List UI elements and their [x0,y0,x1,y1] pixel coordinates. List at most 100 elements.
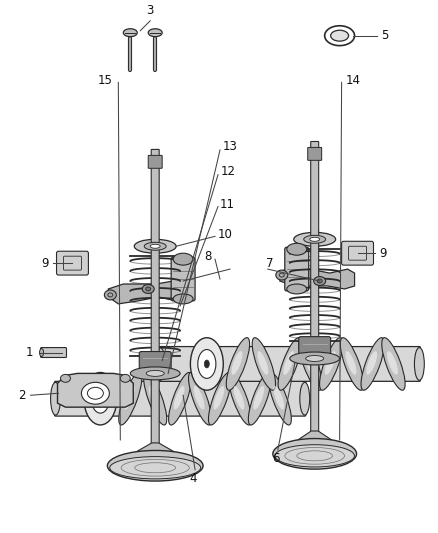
Ellipse shape [148,29,162,37]
Polygon shape [273,431,357,454]
Ellipse shape [340,338,364,390]
Ellipse shape [366,351,377,375]
FancyBboxPatch shape [151,149,159,466]
Ellipse shape [194,386,205,409]
Ellipse shape [205,360,209,368]
Ellipse shape [146,370,164,376]
Ellipse shape [107,450,203,481]
Ellipse shape [275,445,354,467]
Text: 11: 11 [220,198,235,211]
Text: 13: 13 [223,140,238,154]
FancyBboxPatch shape [311,141,319,454]
Text: 4: 4 [189,472,197,484]
Ellipse shape [134,239,176,253]
Text: 3: 3 [147,4,154,17]
Ellipse shape [278,338,301,390]
Ellipse shape [81,382,110,404]
FancyBboxPatch shape [308,148,321,160]
Ellipse shape [304,351,315,375]
Ellipse shape [155,348,165,381]
Ellipse shape [146,287,151,291]
Ellipse shape [191,338,223,390]
FancyBboxPatch shape [299,337,331,354]
Text: 5: 5 [381,29,389,42]
Text: 12: 12 [221,165,236,178]
Ellipse shape [273,386,284,409]
Ellipse shape [268,373,291,425]
Ellipse shape [144,243,166,250]
Ellipse shape [60,374,71,382]
Ellipse shape [144,373,167,425]
Ellipse shape [310,237,320,241]
Text: 8: 8 [205,249,212,263]
Polygon shape [108,281,183,304]
Ellipse shape [188,373,212,425]
Ellipse shape [287,284,307,294]
Ellipse shape [287,243,307,255]
FancyBboxPatch shape [285,247,309,291]
Ellipse shape [382,338,405,390]
Text: 6: 6 [272,452,279,465]
Ellipse shape [120,374,130,382]
Ellipse shape [150,244,160,248]
Ellipse shape [258,351,268,375]
Ellipse shape [273,439,357,469]
FancyBboxPatch shape [171,257,195,301]
Ellipse shape [39,349,43,357]
FancyBboxPatch shape [139,352,171,369]
Ellipse shape [320,338,343,390]
Ellipse shape [124,386,134,409]
Ellipse shape [174,386,184,409]
Ellipse shape [283,351,294,375]
Ellipse shape [254,386,264,409]
Ellipse shape [104,290,117,300]
Ellipse shape [169,373,192,425]
Ellipse shape [228,373,251,425]
Ellipse shape [142,285,154,294]
Ellipse shape [232,351,242,375]
Ellipse shape [299,338,322,390]
Ellipse shape [119,373,142,425]
Ellipse shape [124,29,137,37]
Ellipse shape [130,367,180,380]
Ellipse shape [306,356,324,361]
Ellipse shape [300,382,310,415]
Ellipse shape [248,373,272,425]
Text: 7: 7 [266,257,274,270]
Ellipse shape [214,386,224,409]
Polygon shape [280,266,355,289]
Ellipse shape [208,373,232,425]
Ellipse shape [325,26,355,46]
Ellipse shape [50,382,60,415]
Ellipse shape [98,395,103,402]
Ellipse shape [173,253,193,265]
FancyBboxPatch shape [159,346,420,381]
Ellipse shape [361,338,385,390]
Ellipse shape [84,373,117,425]
Ellipse shape [198,350,216,378]
Polygon shape [57,374,133,407]
Ellipse shape [252,338,276,390]
Text: 15: 15 [98,74,112,87]
FancyBboxPatch shape [41,348,67,358]
Ellipse shape [276,270,288,280]
FancyBboxPatch shape [54,381,306,416]
Text: 9: 9 [41,257,49,270]
Ellipse shape [325,351,336,375]
Ellipse shape [233,386,244,409]
Text: 10: 10 [218,228,233,241]
Text: 14: 14 [346,74,360,87]
Ellipse shape [226,338,250,390]
FancyBboxPatch shape [148,156,162,168]
Ellipse shape [387,351,398,375]
Ellipse shape [317,279,322,283]
Ellipse shape [304,236,326,243]
Ellipse shape [290,352,339,365]
Ellipse shape [314,277,326,286]
Ellipse shape [149,386,159,409]
Ellipse shape [110,457,201,479]
Text: 2: 2 [18,389,25,402]
Ellipse shape [346,351,357,375]
Ellipse shape [173,294,193,304]
Text: 1: 1 [26,346,34,359]
